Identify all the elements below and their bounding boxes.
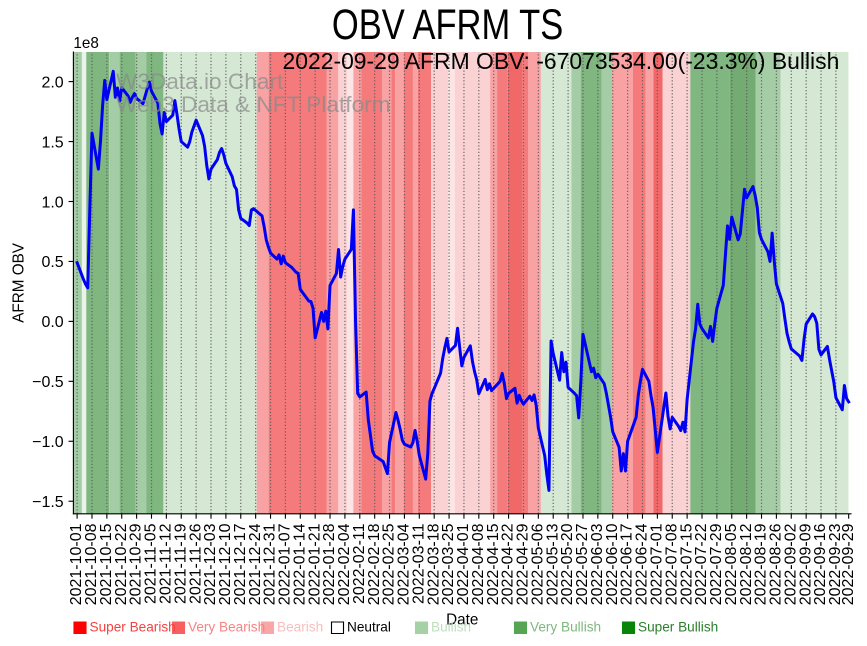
- svg-text:Super Bullish: Super Bullish: [638, 620, 718, 635]
- svg-text:2022-05-27: 2022-05-27: [574, 523, 591, 605]
- svg-text:2022-08-12: 2022-08-12: [738, 523, 755, 605]
- svg-text:2022-07-01: 2022-07-01: [648, 523, 665, 605]
- svg-text:Very Bearish: Very Bearish: [188, 620, 265, 635]
- svg-text:2022-03-18: 2022-03-18: [425, 523, 442, 605]
- svg-text:2022-09-16: 2022-09-16: [812, 523, 829, 605]
- svg-text:2.0: 2.0: [41, 74, 63, 91]
- svg-text:2022-04-15: 2022-04-15: [485, 523, 502, 605]
- svg-text:2022-09-29: 2022-09-29: [840, 523, 857, 605]
- svg-text:2022-04-29: 2022-04-29: [515, 523, 532, 605]
- svg-text:Date: Date: [446, 612, 478, 629]
- svg-text:2022-06-10: 2022-06-10: [604, 523, 621, 605]
- svg-text:2022-03-25: 2022-03-25: [440, 523, 457, 605]
- svg-text:0.0: 0.0: [41, 314, 63, 331]
- svg-text:2021-12-03: 2021-12-03: [202, 523, 219, 605]
- svg-text:2022-08-26: 2022-08-26: [768, 523, 785, 605]
- svg-text:2021-12-24: 2021-12-24: [247, 523, 264, 605]
- svg-text:Very Bullish: Very Bullish: [530, 620, 601, 635]
- svg-text:2022-01-07: 2022-01-07: [277, 523, 294, 605]
- svg-text:−0.5: −0.5: [32, 374, 64, 391]
- svg-text:2022-09-23: 2022-09-23: [827, 523, 844, 605]
- svg-text:2022-04-22: 2022-04-22: [500, 523, 517, 605]
- svg-text:2022-09-29 AFRM OBV: -67073534: 2022-09-29 AFRM OBV: -67073534.00(-23.3%…: [282, 48, 839, 74]
- svg-text:2022-04-01: 2022-04-01: [455, 523, 472, 605]
- svg-text:2021-11-05: 2021-11-05: [143, 523, 160, 604]
- svg-text:2022-09-09: 2022-09-09: [797, 523, 814, 605]
- svg-text:2022-04-08: 2022-04-08: [470, 523, 487, 605]
- svg-text:2021-12-17: 2021-12-17: [232, 523, 249, 605]
- svg-text:W3Data.io Chart: W3Data.io Chart: [116, 69, 284, 94]
- svg-text:Web3 Data & NFT Platform: Web3 Data & NFT Platform: [116, 92, 391, 117]
- svg-text:2022-01-21: 2022-01-21: [306, 523, 323, 605]
- svg-text:AFRM OBV: AFRM OBV: [10, 242, 27, 323]
- svg-text:2022-03-04: 2022-03-04: [396, 523, 413, 605]
- svg-text:2022-01-14: 2022-01-14: [291, 523, 308, 605]
- svg-text:0.5: 0.5: [41, 254, 63, 271]
- svg-text:2022-06-24: 2022-06-24: [634, 523, 651, 605]
- svg-text:Bearish: Bearish: [277, 620, 323, 635]
- svg-text:2021-12-10: 2021-12-10: [217, 523, 234, 605]
- svg-text:2021-11-26: 2021-11-26: [187, 523, 204, 604]
- svg-text:2022-05-06: 2022-05-06: [529, 523, 546, 605]
- svg-text:2022-02-11: 2022-02-11: [351, 523, 368, 604]
- svg-text:−1.5: −1.5: [32, 494, 64, 511]
- svg-text:2021-11-12: 2021-11-12: [158, 523, 175, 604]
- svg-text:1.5: 1.5: [41, 134, 63, 151]
- svg-text:OBV AFRM TS: OBV AFRM TS: [332, 1, 563, 48]
- svg-text:2022-03-11: 2022-03-11: [410, 523, 427, 604]
- svg-text:2022-07-29: 2022-07-29: [708, 523, 725, 605]
- svg-text:2022-07-15: 2022-07-15: [678, 523, 695, 605]
- svg-text:2021-10-08: 2021-10-08: [83, 523, 100, 605]
- svg-text:2021-10-22: 2021-10-22: [113, 523, 130, 605]
- svg-text:2021-11-19: 2021-11-19: [172, 523, 189, 604]
- svg-text:2022-08-05: 2022-08-05: [723, 523, 740, 605]
- svg-text:2022-01-28: 2022-01-28: [321, 523, 338, 605]
- svg-text:2022-06-03: 2022-06-03: [589, 523, 606, 605]
- svg-text:Neutral: Neutral: [347, 620, 391, 635]
- svg-text:2022-07-22: 2022-07-22: [693, 523, 710, 605]
- svg-text:1.0: 1.0: [41, 194, 63, 211]
- svg-text:2021-10-15: 2021-10-15: [98, 523, 115, 605]
- svg-text:2022-02-04: 2022-02-04: [336, 523, 353, 605]
- svg-text:2022-09-02: 2022-09-02: [782, 523, 799, 605]
- svg-text:2022-02-18: 2022-02-18: [366, 523, 383, 605]
- svg-text:2022-02-25: 2022-02-25: [381, 523, 398, 605]
- svg-text:2022-06-17: 2022-06-17: [619, 523, 636, 605]
- svg-text:2021-10-01: 2021-10-01: [68, 523, 85, 605]
- svg-text:2021-12-31: 2021-12-31: [262, 523, 279, 605]
- svg-text:1e8: 1e8: [73, 35, 98, 52]
- svg-text:2022-07-08: 2022-07-08: [663, 523, 680, 605]
- svg-text:2022-08-19: 2022-08-19: [753, 523, 770, 605]
- svg-text:Super Bearish: Super Bearish: [90, 620, 176, 635]
- svg-text:2021-10-29: 2021-10-29: [128, 523, 145, 605]
- svg-text:2022-05-13: 2022-05-13: [544, 523, 561, 605]
- svg-text:−1.0: −1.0: [32, 434, 64, 451]
- svg-text:Bullish: Bullish: [431, 620, 471, 635]
- svg-text:2022-05-20: 2022-05-20: [559, 523, 576, 605]
